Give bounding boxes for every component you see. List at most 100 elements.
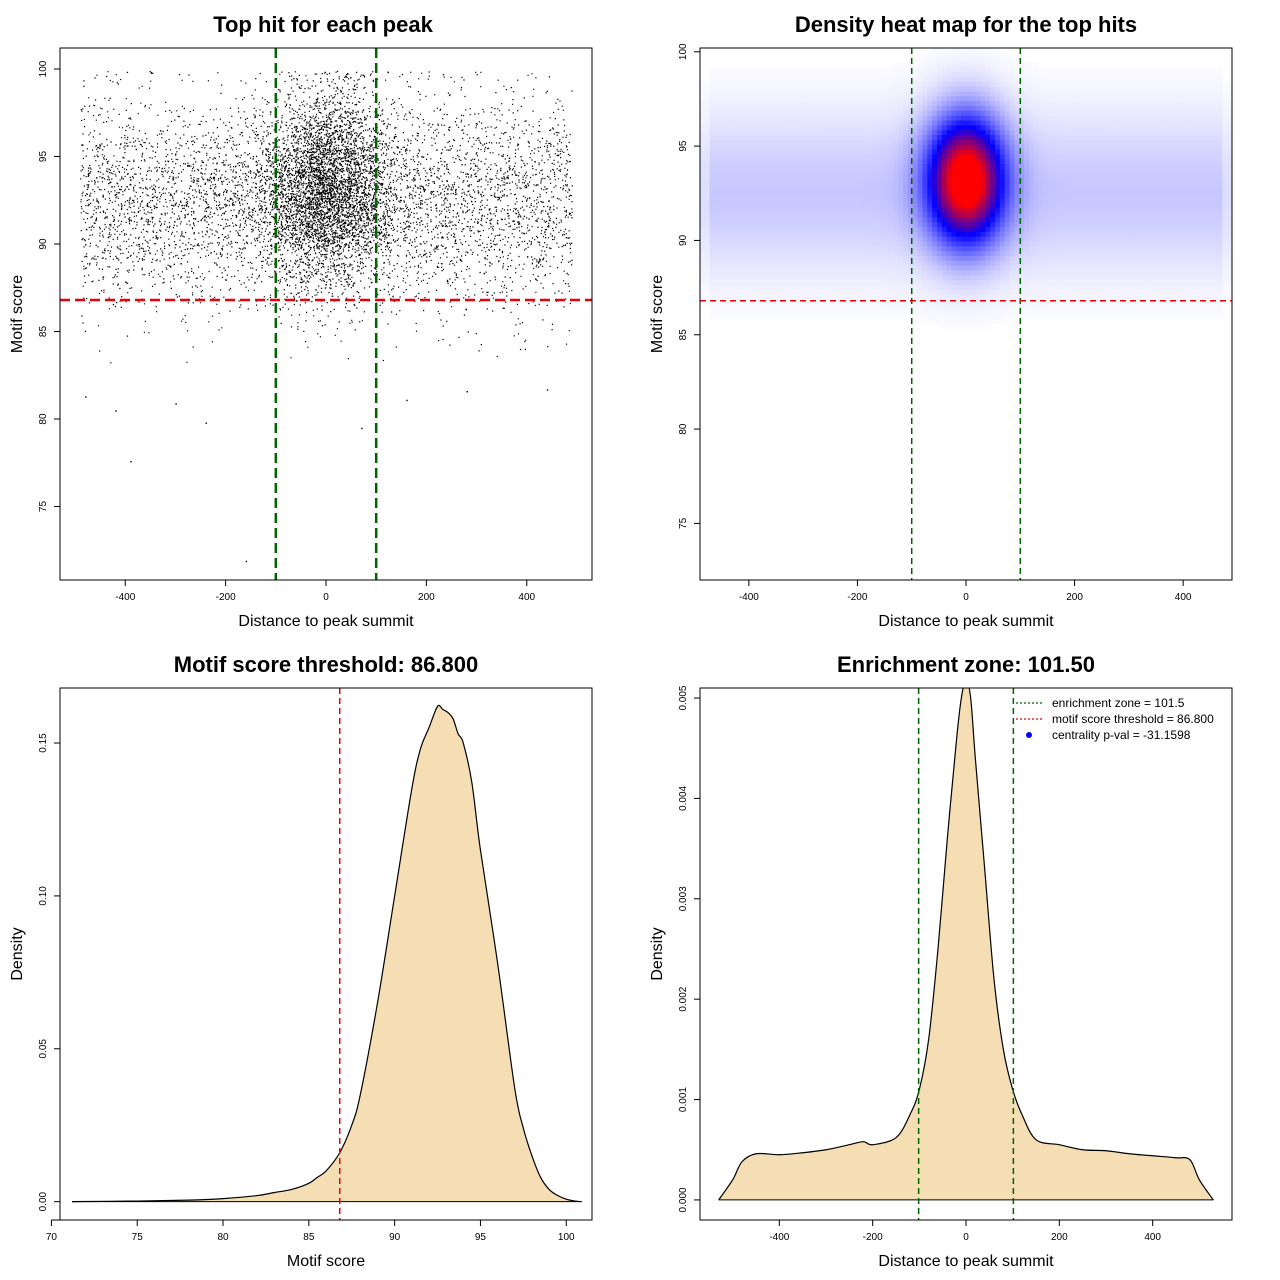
heatmap-cell — [700, 193, 706, 199]
heatmap-cell — [1115, 72, 1122, 78]
heatmap-cell — [1057, 86, 1064, 93]
heatmap-cell — [1028, 314, 1035, 320]
heatmap-cell — [835, 67, 841, 73]
heatmap-cell — [985, 265, 991, 272]
heatmap-cell — [854, 139, 861, 146]
heatmap-cell — [927, 217, 933, 223]
heatmap-cell — [874, 183, 880, 189]
heatmap-cell — [1004, 57, 1011, 64]
heatmap-cell — [845, 125, 851, 131]
heatmap-cell — [980, 135, 986, 141]
heatmap-cell — [1062, 188, 1069, 194]
heatmap-cell — [893, 115, 899, 122]
heatmap-cell — [1038, 193, 1044, 199]
heatmap-cell — [1140, 222, 1146, 228]
heatmap-cell — [811, 255, 817, 262]
heatmap-cell — [1115, 304, 1122, 310]
heatmap-cell — [893, 193, 899, 199]
heatmap-cell — [1144, 173, 1151, 180]
heatmap-cell — [700, 86, 706, 93]
heatmap-cell — [1111, 159, 1117, 165]
heatmap-cell — [907, 91, 914, 97]
heatmap-cell — [956, 57, 962, 64]
heatmap-cell — [927, 309, 933, 315]
heatmap-cell — [1053, 236, 1059, 243]
heatmap-cell — [956, 236, 962, 243]
heatmap-cell — [820, 67, 827, 73]
heatmap-cell — [719, 284, 725, 291]
heatmap-cell — [825, 67, 832, 73]
heatmap-cell — [864, 207, 870, 214]
heatmap-cell — [1135, 241, 1141, 247]
heatmap-cell — [990, 57, 996, 64]
heatmap-cell — [816, 144, 822, 151]
heatmap-cell — [999, 101, 1006, 107]
heatmap-cell — [772, 217, 778, 223]
heatmap-cell — [738, 236, 745, 243]
heatmap-cell — [1043, 183, 1049, 189]
heatmap-cell — [772, 106, 778, 112]
heatmap-cell — [753, 299, 759, 305]
heatmap-cell — [1004, 164, 1011, 170]
heatmap-cell — [917, 318, 924, 325]
heatmap-cell — [995, 284, 1001, 291]
heatmap-cell — [796, 120, 803, 126]
heatmap-cell — [719, 67, 725, 73]
heatmap-cell — [975, 280, 982, 286]
heatmap-cell — [777, 188, 783, 194]
heatmap-cell — [1019, 222, 1025, 228]
heatmap-cell — [1043, 77, 1049, 83]
heatmap-cell — [946, 251, 953, 257]
heatmap-cell — [729, 110, 735, 117]
heatmap-cell — [777, 67, 783, 73]
heatmap-cell — [864, 91, 870, 97]
heatmap-cell — [1062, 260, 1069, 267]
heatmap-cell — [825, 265, 832, 272]
heatmap-cell — [1067, 260, 1073, 267]
heatmap-cell — [893, 255, 899, 262]
heatmap-cell — [1033, 135, 1040, 141]
heatmap-cell — [758, 294, 764, 301]
heatmap-cell — [980, 178, 986, 185]
heatmap-cell — [738, 275, 745, 281]
heatmap-cell — [990, 265, 996, 272]
heatmap-cell — [888, 91, 895, 97]
heatmap-cell — [719, 255, 725, 262]
heatmap-cell — [1057, 159, 1064, 165]
heatmap-cell — [869, 260, 875, 267]
heatmap-cell — [796, 207, 803, 214]
heatmap-cell — [970, 154, 977, 160]
heatmap-cell — [893, 265, 899, 272]
heatmap-cell — [1086, 188, 1093, 194]
heatmap-cell — [1115, 241, 1122, 247]
heatmap-cell — [830, 270, 837, 276]
heatmap-cell — [975, 314, 982, 320]
heatmap-cell — [733, 304, 740, 310]
heatmap-cell — [830, 159, 837, 165]
heatmap-cell — [825, 207, 832, 214]
heatmap-cell — [845, 139, 851, 146]
heatmap-cell — [1067, 314, 1073, 320]
heatmap-cell — [1111, 304, 1117, 310]
heatmap-cell — [1014, 241, 1020, 247]
heatmap-cell — [1067, 115, 1073, 122]
heatmap-cell — [738, 159, 745, 165]
heatmap-cell — [951, 135, 957, 141]
heatmap-cell — [835, 270, 841, 276]
heatmap-cell — [1086, 168, 1093, 175]
heatmap-cell — [830, 260, 837, 267]
heatmap-cell — [903, 149, 909, 155]
heatmap-cell — [946, 91, 953, 97]
heatmap-cell — [883, 251, 890, 257]
heatmap-cell — [1144, 304, 1151, 310]
heatmap-cell — [825, 270, 832, 276]
heatmap-cell — [903, 197, 909, 204]
heatmap-cell — [922, 115, 928, 122]
heatmap-cell — [825, 217, 832, 223]
heatmap-cell — [1111, 154, 1117, 160]
heatmap-cell — [1125, 125, 1132, 131]
heatmap-cell — [1033, 280, 1040, 286]
heatmap-cell — [753, 96, 759, 102]
heatmap-cell — [975, 260, 982, 267]
heatmap-cell — [743, 81, 749, 88]
